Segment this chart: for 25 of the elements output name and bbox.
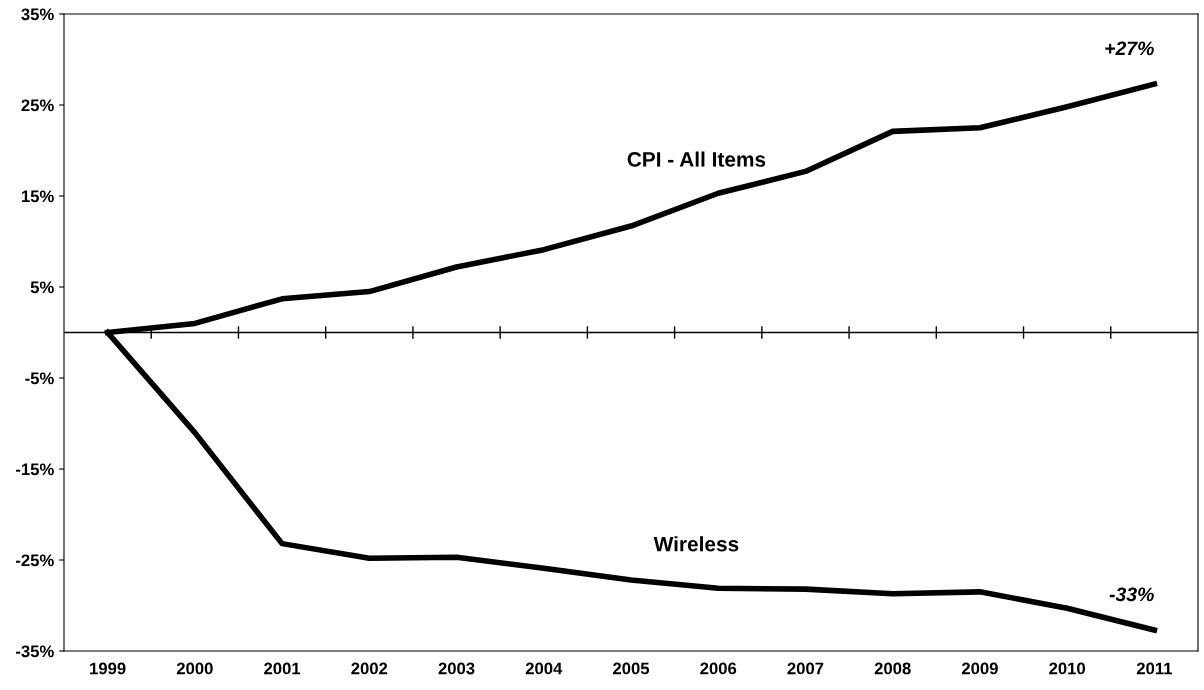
data-label: +27% xyxy=(1105,41,1154,56)
x-tick-label: 2002 xyxy=(351,662,388,675)
x-tick-label: 2006 xyxy=(700,662,737,675)
y-tick-label: -25% xyxy=(16,554,54,567)
x-tick-label: 2008 xyxy=(874,662,911,675)
x-tick-label: 2004 xyxy=(525,662,563,675)
series-label: CPI - All Items xyxy=(627,151,766,167)
y-tick-label: -15% xyxy=(16,463,54,476)
y-tick-label: 15% xyxy=(21,190,54,203)
data-label: -33% xyxy=(1109,587,1154,602)
y-tick-label: 5% xyxy=(30,281,54,294)
y-tick-label: 25% xyxy=(21,99,54,112)
series-label: Wireless xyxy=(653,536,739,552)
y-tick-label: 35% xyxy=(21,8,54,21)
x-tick-label: 1999 xyxy=(90,662,126,675)
x-tick-label: 2001 xyxy=(264,662,301,675)
y-tick-label: -35% xyxy=(16,645,54,658)
x-tick-label: 2011 xyxy=(1136,662,1172,675)
y-tick-label: -5% xyxy=(25,372,54,385)
x-tick-label: 2007 xyxy=(787,662,824,675)
x-tick-label: 2000 xyxy=(176,662,213,675)
x-tick-label: 2003 xyxy=(438,662,475,675)
x-tick-label: 2009 xyxy=(961,662,998,675)
x-tick-label: 2010 xyxy=(1049,662,1086,675)
x-tick-label: 2005 xyxy=(613,662,650,675)
